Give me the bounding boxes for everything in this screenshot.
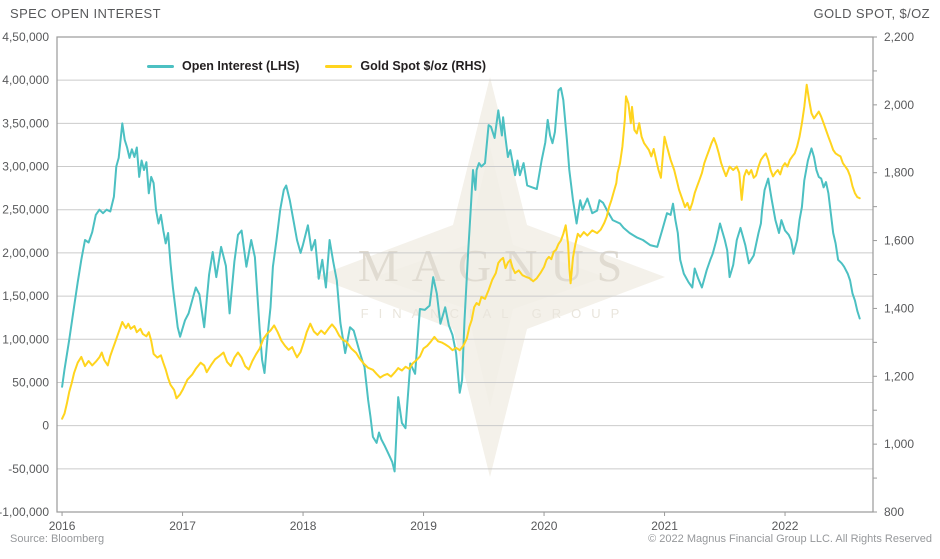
left-axis-tick-label: 4,50,000 xyxy=(2,30,49,44)
left-axis-tick-label: 3,50,000 xyxy=(2,116,49,130)
right-axis-tick-label: 800 xyxy=(884,505,904,519)
left-axis-tick-label: 1,00,000 xyxy=(2,332,49,346)
x-axis-tick-label: 2018 xyxy=(290,519,317,533)
open-interest-line xyxy=(61,87,861,473)
left-axis-tick-label: 0 xyxy=(42,419,49,433)
gold-spot-line xyxy=(61,83,861,420)
plot-border xyxy=(56,36,874,513)
legend-item-gold-spot: Gold Spot $/oz (RHS) xyxy=(325,59,486,73)
left-axis-tick-label: -1,00,000 xyxy=(0,505,49,519)
right-axis-tick-label: 2,200 xyxy=(884,30,914,44)
right-axis-tick-label: 1,200 xyxy=(884,369,914,383)
right-axis-tick-label: 2,000 xyxy=(884,98,914,112)
x-axis-tick-label: 2017 xyxy=(169,519,196,533)
left-axis-tick-label: 1,50,000 xyxy=(2,289,49,303)
gold-spot-swatch-icon xyxy=(325,64,353,68)
right-axis-tick-label: 1,000 xyxy=(884,437,914,451)
x-axis-tick-label: 2022 xyxy=(772,519,799,533)
x-axis-tick-label: 2020 xyxy=(531,519,558,533)
right-axis-title: GOLD SPOT, $/OZ xyxy=(813,6,930,21)
left-axis-tick-label: 50,000 xyxy=(12,375,49,389)
left-axis-title: SPEC OPEN INTEREST xyxy=(10,6,161,21)
x-axis-tick-label: 2016 xyxy=(49,519,76,533)
legend-item-open-interest: Open Interest (LHS) xyxy=(147,59,299,73)
x-axis-tick-label: 2021 xyxy=(651,519,678,533)
right-axis-tick-label: 1,400 xyxy=(884,301,914,315)
chart-legend: Open Interest (LHS) Gold Spot $/oz (RHS) xyxy=(147,59,486,73)
source-note: Source: Bloomberg xyxy=(10,533,105,545)
x-axis-tick-label: 2019 xyxy=(410,519,437,533)
left-axis-tick-label: -50,000 xyxy=(8,462,49,476)
gold-spot-legend-label: Gold Spot $/oz (RHS) xyxy=(360,59,487,73)
open-interest-swatch-icon xyxy=(147,64,174,68)
left-axis-tick-label: 4,00,000 xyxy=(2,73,49,87)
copyright-note: © 2022 Magnus Financial Group LLC. All R… xyxy=(648,533,932,545)
open-interest-legend-label: Open Interest (LHS) xyxy=(182,59,300,73)
left-axis-tick-label: 2,00,000 xyxy=(2,246,49,260)
left-axis-tick-label: 2,50,000 xyxy=(2,203,49,217)
left-axis-tick-label: 3,00,000 xyxy=(2,160,49,174)
right-axis-tick-label: 1,600 xyxy=(884,234,914,248)
right-axis-tick-label: 1,800 xyxy=(884,166,914,180)
